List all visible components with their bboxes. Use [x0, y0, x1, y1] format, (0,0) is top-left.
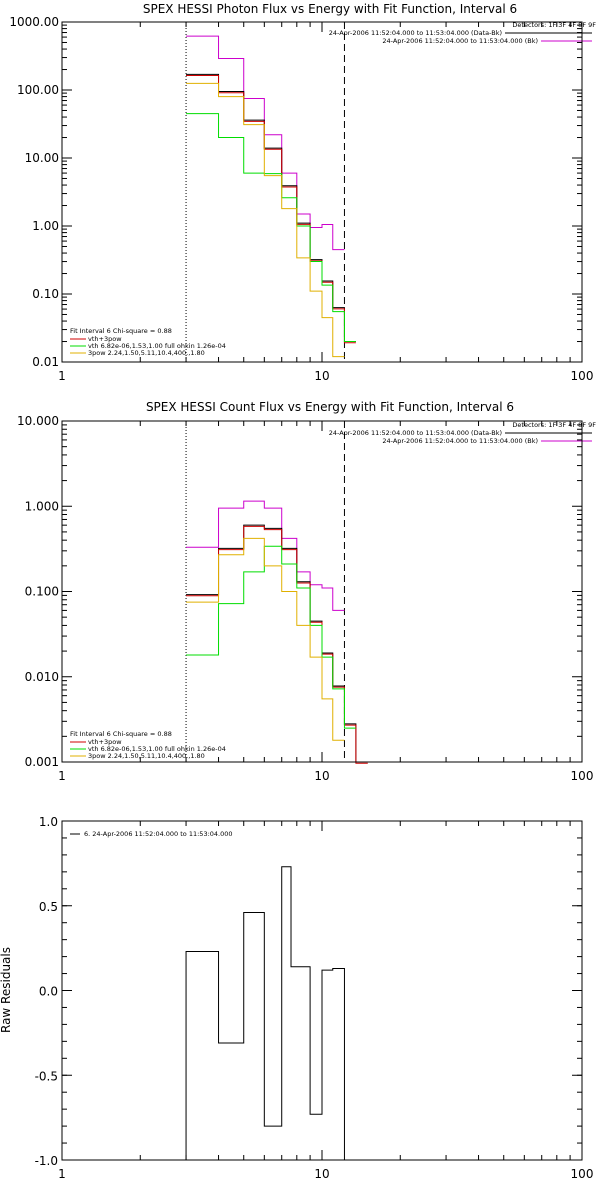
photon-series-bk	[186, 35, 345, 251]
count-fit-header: Fit Interval 6 Chi-square = 0.88	[70, 730, 172, 738]
residuals-y-tick-label: -1.0	[35, 1154, 58, 1168]
photon-fit-header: Fit Interval 6 Chi-square = 0.88	[70, 327, 172, 335]
residuals-y-tick-label: -0.5	[35, 1069, 58, 1083]
count-y-tick-label: 0.100	[25, 585, 59, 599]
residuals-y-tick-label: 0.5	[39, 900, 58, 914]
photon-y-tick-label: 100.00	[17, 83, 59, 97]
count-flux-title: SPEX HESSI Count Flux vs Energy with Fit…	[146, 400, 514, 414]
photon-legend-bk: 24-Apr-2006 11:52:04.000 to 11:53:04.000…	[382, 37, 538, 45]
residuals-series-residual	[185, 866, 345, 1160]
photon-y-tick-label: 1.00	[32, 219, 59, 233]
count-y-tick-label: 0.010	[25, 670, 59, 684]
photon-legend-data-bk: 24-Apr-2006 11:52:04.000 to 11:53:04.000…	[329, 29, 502, 37]
residuals-y-tick-label: 1.0	[39, 815, 58, 829]
photon-x-tick-label: 100	[571, 369, 594, 383]
photon-y-tick-label: 0.10	[32, 287, 59, 301]
count-series-pow3	[186, 537, 345, 741]
photon-detectors-label: Detectors: 1F 3F 4F 8F 9F	[512, 21, 596, 29]
count-detectors-label: Detectors: 1F 3F 4F 8F 9F	[512, 421, 596, 429]
photon-y-tick-label: 0.01	[32, 355, 59, 369]
photon-legend-vth-3pow: vth+3pow	[88, 335, 122, 343]
photon-y-tick-label: 1000.00	[9, 15, 59, 29]
residuals-x-tick-label: 100	[571, 1167, 594, 1181]
count-x-tick-label: 10	[314, 769, 329, 783]
photon-x-tick-label: 10	[314, 369, 329, 383]
photon-y-tick-label: 10.00	[25, 151, 59, 165]
count-y-tick-label: 0.001	[25, 755, 59, 769]
count-x-tick-label: 100	[571, 769, 594, 783]
count-legend-data-bk: 24-Apr-2006 11:52:04.000 to 11:53:04.000…	[329, 429, 502, 437]
count-legend-vth: vth 6.82e-06,1.53,1.00 full ohkin 1.26e-…	[88, 745, 226, 753]
count-y-tick-label: 1.000	[25, 499, 59, 513]
residuals-panel: Raw Residuals 6. 24-Apr-2006 11:52:04.00…	[0, 815, 593, 1181]
photon-x-tick-label: 1	[58, 369, 66, 383]
photon-legend-vth: vth 6.82e-06,1.53,1.00 full ohkin 1.26e-…	[88, 342, 226, 350]
residuals-y-tick-label: 0.0	[39, 985, 58, 999]
count-y-tick-label: 10.000	[17, 414, 59, 428]
photon-flux-title: SPEX HESSI Photon Flux vs Energy with Fi…	[143, 2, 517, 16]
residuals-x-tick-label: 10	[314, 1167, 329, 1181]
count-flux-panel: SPEX HESSI Count Flux vs Energy with Fit…	[17, 400, 596, 783]
count-legend-vth-3pow: vth+3pow	[88, 738, 122, 746]
photon-series-pow3	[186, 82, 345, 358]
count-legend-bk: 24-Apr-2006 11:52:04.000 to 11:53:04.000…	[382, 437, 538, 445]
photon-legend-3pow: 3pow 2.24,1.50,5.11,10.4,400.,1.80	[88, 349, 205, 357]
residuals-y-axis-label: Raw Residuals	[0, 947, 13, 1033]
count-x-tick-label: 1	[58, 769, 66, 783]
residuals-legend-label: 6. 24-Apr-2006 11:52:04.000 to 11:53:04.…	[84, 830, 233, 838]
count-series-bk	[186, 500, 345, 611]
count-series-vth	[186, 545, 356, 729]
photon-flux-panel: SPEX HESSI Photon Flux vs Energy with Fi…	[9, 2, 596, 383]
count-legend-3pow: 3pow 2.24,1.50,5.11,10.4,400.,1.80	[88, 752, 205, 760]
residuals-x-tick-label: 1	[58, 1167, 66, 1181]
